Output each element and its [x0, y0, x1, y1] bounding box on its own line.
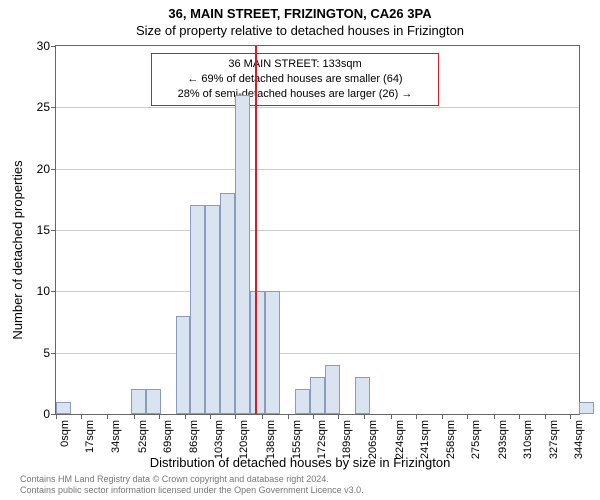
x-tick-label: 224sqm: [394, 420, 406, 459]
x-tick-mark: [313, 414, 314, 419]
annotation-line-1: 36 MAIN STREET: 133sqm: [160, 57, 430, 72]
x-tick-mark: [442, 414, 443, 419]
x-tick-label: 189sqm: [341, 420, 353, 459]
y-tick-label: 20: [37, 162, 56, 176]
grid-line: [56, 291, 579, 292]
histogram-plot: 36 MAIN STREET: 133sqm ← 69% of detached…: [55, 45, 580, 415]
footer-line-2: Contains public sector information licen…: [20, 485, 364, 496]
y-axis-label: Number of detached properties: [10, 160, 25, 339]
x-tick-mark: [364, 414, 365, 419]
y-tick-label: 30: [37, 39, 56, 53]
x-tick-mark: [210, 414, 211, 419]
histogram-bar: [176, 316, 191, 414]
footer-line-1: Contains HM Land Registry data © Crown c…: [20, 474, 364, 485]
y-tick-label: 5: [43, 346, 56, 360]
page-subtitle: Size of property relative to detached ho…: [0, 21, 600, 38]
x-tick-mark: [262, 414, 263, 419]
x-tick-mark: [467, 414, 468, 419]
x-tick-mark: [391, 414, 392, 419]
histogram-bar: [190, 205, 205, 414]
footer-attribution: Contains HM Land Registry data © Crown c…: [20, 474, 364, 496]
histogram-bar: [310, 377, 325, 414]
x-tick-mark: [185, 414, 186, 419]
x-tick-label: 120sqm: [238, 420, 250, 459]
histogram-bar: [131, 389, 146, 414]
x-tick-mark: [81, 414, 82, 419]
x-tick-label: 0sqm: [59, 420, 71, 447]
annotation-line-3: 28% of semi-detached houses are larger (…: [160, 87, 430, 102]
x-tick-label: 310sqm: [522, 420, 534, 459]
x-tick-mark: [570, 414, 571, 419]
x-tick-mark: [107, 414, 108, 419]
x-tick-mark: [235, 414, 236, 419]
histogram-bar: [579, 402, 594, 414]
y-tick-label: 25: [37, 100, 56, 114]
x-tick-label: 241sqm: [419, 420, 431, 459]
x-tick-label: 206sqm: [367, 420, 379, 459]
annotation-box: 36 MAIN STREET: 133sqm ← 69% of detached…: [151, 53, 439, 106]
x-tick-label: 293sqm: [497, 420, 509, 459]
histogram-bar: [325, 365, 340, 414]
x-tick-label: 86sqm: [188, 420, 200, 453]
x-tick-label: 258sqm: [445, 420, 457, 459]
page-title: 36, MAIN STREET, FRIZINGTON, CA26 3PA: [0, 0, 600, 21]
chart-container: 36, MAIN STREET, FRIZINGTON, CA26 3PA Si…: [0, 0, 600, 500]
histogram-bar: [235, 95, 250, 414]
histogram-bar: [250, 291, 265, 414]
x-tick-mark: [134, 414, 135, 419]
histogram-bar: [205, 205, 220, 414]
annotation-line-2: ← 69% of detached houses are smaller (64…: [160, 72, 430, 87]
histogram-bar: [355, 377, 370, 414]
histogram-bar: [146, 389, 161, 414]
x-tick-label: 34sqm: [110, 420, 122, 453]
x-tick-label: 327sqm: [548, 420, 560, 459]
x-tick-mark: [545, 414, 546, 419]
x-tick-label: 344sqm: [573, 420, 585, 459]
x-tick-label: 275sqm: [470, 420, 482, 459]
x-tick-label: 155sqm: [291, 420, 303, 459]
x-tick-mark: [494, 414, 495, 419]
grid-line: [56, 107, 579, 108]
x-tick-label: 52sqm: [137, 420, 149, 453]
x-tick-mark: [519, 414, 520, 419]
grid-line: [56, 353, 579, 354]
x-tick-mark: [288, 414, 289, 419]
x-tick-label: 17sqm: [84, 420, 96, 453]
grid-line: [56, 230, 579, 231]
x-tick-mark: [159, 414, 160, 419]
histogram-bar: [220, 193, 235, 414]
x-tick-label: 138sqm: [265, 420, 277, 459]
grid-line: [56, 169, 579, 170]
y-tick-label: 15: [37, 223, 56, 237]
histogram-bar: [265, 291, 280, 414]
x-tick-label: 172sqm: [316, 420, 328, 459]
y-tick-label: 0: [43, 407, 56, 421]
x-tick-mark: [416, 414, 417, 419]
x-tick-mark: [338, 414, 339, 419]
histogram-bar: [295, 389, 310, 414]
marker-line: [255, 46, 257, 414]
histogram-bar: [56, 402, 71, 414]
y-tick-label: 10: [37, 284, 56, 298]
x-tick-label: 69sqm: [162, 420, 174, 453]
x-tick-mark: [56, 414, 57, 419]
x-tick-label: 103sqm: [213, 420, 225, 459]
x-axis-label: Distribution of detached houses by size …: [0, 455, 600, 470]
